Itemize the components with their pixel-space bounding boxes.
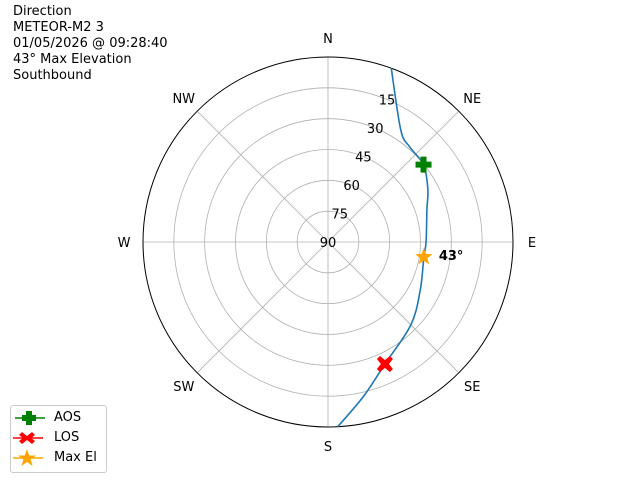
direction-label: S [324, 440, 332, 455]
plus-icon [15, 411, 45, 425]
title-line: 43° Max Elevation [13, 52, 132, 67]
max-el-marker [415, 248, 433, 265]
aos-marker [415, 156, 432, 173]
direction-label: W [118, 236, 131, 251]
radial-tick-label: 15 [379, 94, 396, 109]
direction-label: NW [172, 92, 195, 107]
legend: AOS LOS Max El [10, 405, 107, 473]
title-line: Direction [13, 4, 72, 19]
max-el-annotation: 43° [439, 249, 464, 264]
direction-label: SW [173, 380, 194, 395]
grid-spoke [327, 110, 460, 243]
title-line: METEOR-M2 3 [13, 20, 104, 35]
direction-label: E [528, 236, 536, 251]
grid-spoke [327, 241, 460, 374]
title-line: Southbound [13, 68, 92, 83]
outer-ring [142, 56, 514, 428]
radial-tick-label: 90 [320, 236, 337, 251]
radial-tick-label: 60 [343, 179, 360, 194]
star-icon [13, 449, 43, 466]
legend-label: Max El [54, 450, 97, 465]
legend-item-los: LOS [11, 428, 106, 448]
radial-tick-label: 30 [367, 122, 384, 137]
radial-tick-label: 45 [355, 151, 372, 166]
grid-spoke [196, 241, 329, 374]
grid-spoke [196, 110, 329, 243]
x-icon [13, 432, 43, 444]
legend-item-max-el: Max El [11, 448, 106, 468]
legend-label: LOS [54, 430, 80, 445]
title-line: 01/05/2026 @ 09:28:40 [13, 36, 168, 51]
chart-title: Direction METEOR-M2 3 01/05/2026 @ 09:28… [13, 4, 168, 84]
direction-label: SE [464, 380, 480, 395]
direction-label: N [323, 32, 333, 47]
direction-label: NE [463, 92, 481, 107]
legend-label: AOS [54, 410, 82, 425]
legend-item-aos: AOS [11, 408, 106, 428]
radial-tick-label: 75 [332, 208, 349, 223]
los-marker [376, 356, 393, 373]
